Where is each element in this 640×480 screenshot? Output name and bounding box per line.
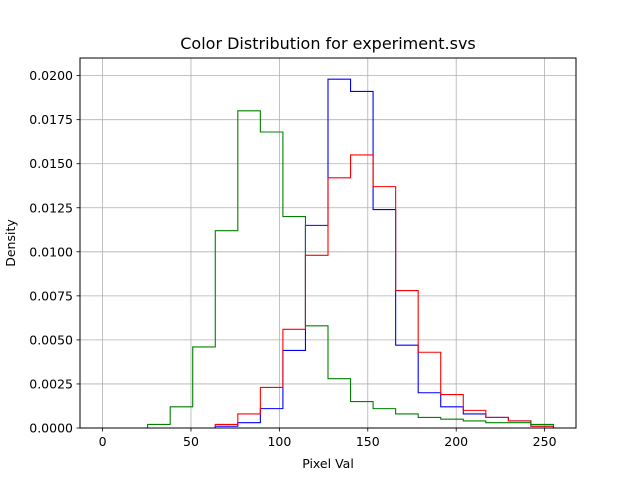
y-tick-label: 0.0050 xyxy=(29,332,73,347)
y-tick-label: 0.0100 xyxy=(29,244,73,259)
y-tick-label: 0.0025 xyxy=(29,376,73,391)
histogram-series-2 xyxy=(102,154,555,429)
x-tick-label: 0 xyxy=(99,434,107,449)
x-axis: 0 50 100 150 200 250 xyxy=(99,428,557,449)
x-tick-label: 150 xyxy=(356,434,380,449)
y-tick-label: 0.0125 xyxy=(29,200,73,215)
y-tick-label: 0.0000 xyxy=(29,421,73,436)
x-tick-label: 50 xyxy=(183,434,199,449)
chart-title: Color Distribution for experiment.svs xyxy=(180,34,476,53)
y-tick-label: 0.0150 xyxy=(29,156,73,171)
x-tick-label: 250 xyxy=(533,434,557,449)
series-group xyxy=(102,78,555,429)
plot-frame xyxy=(79,57,577,429)
x-tick-label: 100 xyxy=(267,434,291,449)
histogram-series-3 xyxy=(102,110,555,429)
x-tick-label: 200 xyxy=(444,434,468,449)
y-axis-label: Density xyxy=(3,219,18,267)
x-axis-label: Pixel Val xyxy=(302,456,354,471)
y-tick-label: 0.0200 xyxy=(29,68,73,83)
y-axis: 0.0000 0.0025 0.0050 0.0075 0.0100 0.0125 0.01… xyxy=(29,68,80,436)
y-tick-label: 0.0075 xyxy=(29,288,73,303)
y-tick-label: 0.0175 xyxy=(29,112,73,127)
